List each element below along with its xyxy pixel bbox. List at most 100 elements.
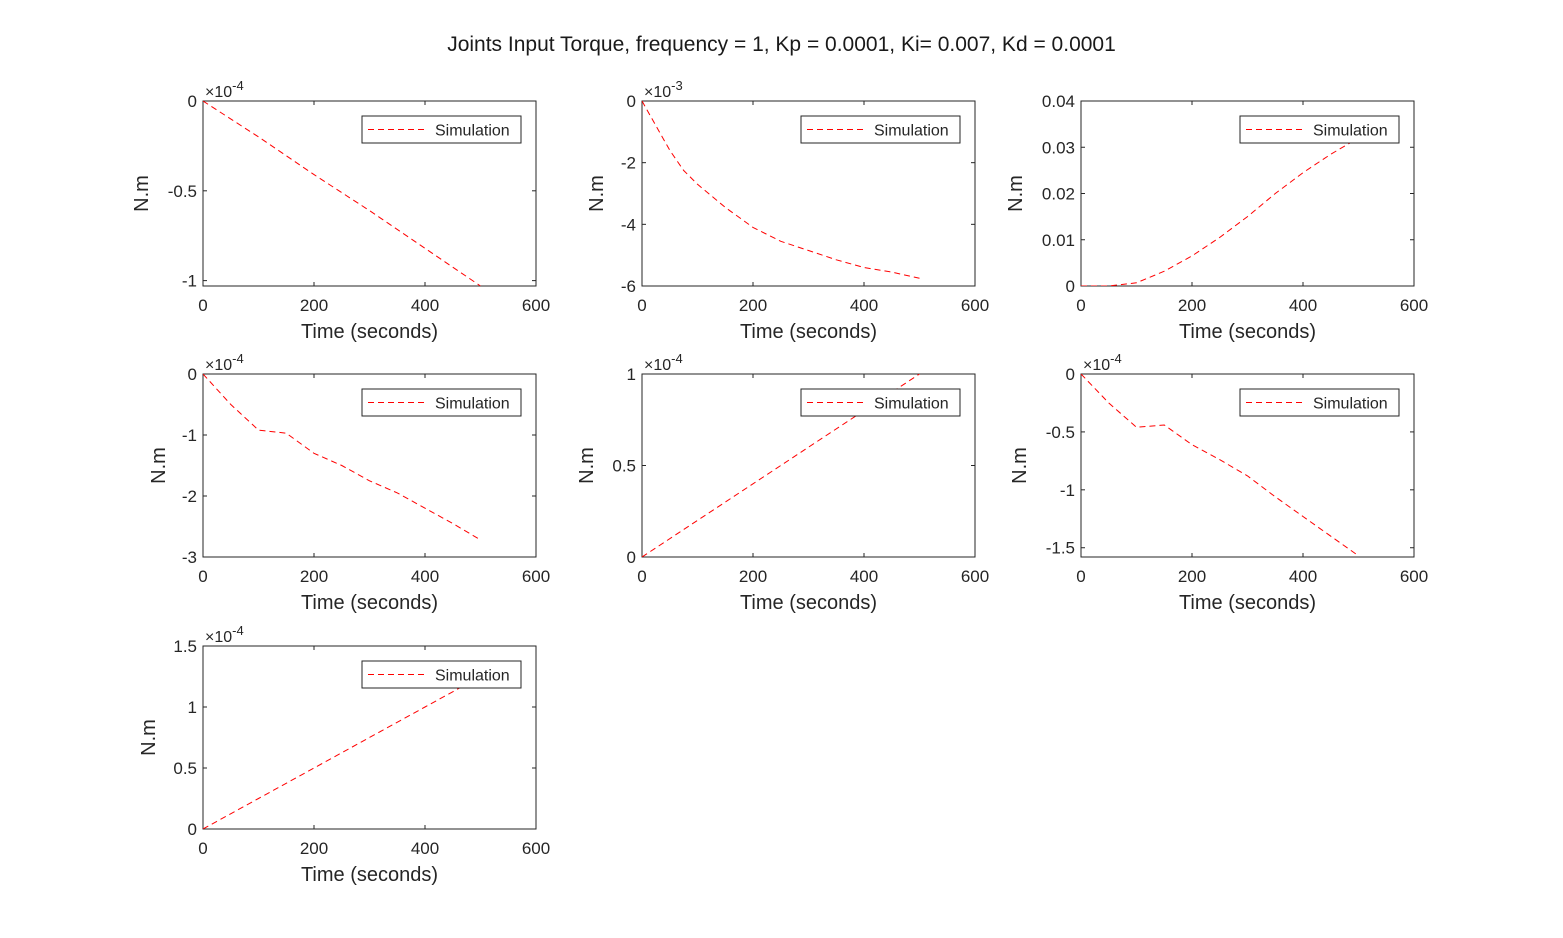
y-tick-label: -1: [1060, 481, 1075, 500]
legend: Simulation: [1239, 388, 1400, 417]
subplot-2: 0 200 400 600 -6 -4 -2 0 ×10-3 Time (seconds) N.m S…: [586, 78, 989, 343]
y-tick-label: -1: [182, 426, 197, 445]
x-tick-label: 600: [961, 567, 989, 586]
x-tick-label: 0: [198, 296, 207, 315]
series-line-simulation: [203, 374, 481, 541]
x-tick-label: 200: [1178, 296, 1206, 315]
exponent-label: ×10-4: [205, 351, 244, 374]
y-tick-label: -2: [621, 154, 636, 173]
x-axis-label: Time (seconds): [740, 321, 877, 343]
x-tick-label: 0: [198, 839, 207, 858]
y-tick-label: 0.01: [1042, 231, 1075, 250]
legend: Simulation: [361, 388, 522, 417]
y-tick-label: -2: [182, 487, 197, 506]
series-line-simulation: [642, 101, 920, 279]
x-tick-label: 600: [1400, 567, 1428, 586]
x-tick-label: 200: [739, 567, 767, 586]
legend-label: Simulation: [874, 123, 949, 140]
y-tick-label: 0: [188, 820, 197, 839]
y-axis-label: N.m: [1009, 447, 1031, 484]
subplot-4: 0 200 400 600 -3 -2 -1 0 ×10-4 Time (seconds) N.m S…: [148, 351, 550, 614]
x-axis-label: Time (seconds): [301, 592, 438, 614]
y-tick-label: -6: [621, 277, 636, 296]
legend-label: Simulation: [874, 396, 949, 413]
x-tick-label: 400: [850, 296, 878, 315]
series-line-simulation: [1081, 374, 1359, 557]
y-tick-label: 0.03: [1042, 138, 1075, 157]
legend: Simulation: [800, 115, 961, 144]
y-tick-label: 1: [188, 698, 197, 717]
x-axis-label: Time (seconds): [740, 592, 877, 614]
exponent-label: ×10-4: [205, 78, 244, 101]
series-line-simulation: [1081, 137, 1359, 286]
y-axis-label: N.m: [1005, 175, 1027, 212]
x-tick-label: 200: [1178, 567, 1206, 586]
x-tick-label: 400: [411, 296, 439, 315]
exponent-label: ×10-3: [644, 78, 683, 101]
x-tick-label: 200: [300, 296, 328, 315]
y-axis-label: N.m: [148, 447, 170, 484]
x-axis-label: Time (seconds): [1179, 592, 1316, 614]
subplot-7: 0 200 400 600 0 0.5 1 1.5 ×10-4 Time (seconds) N.m…: [138, 623, 550, 886]
series-line-simulation: [203, 676, 481, 829]
figure-title: Joints Input Torque, frequency = 1, Kp =…: [447, 33, 1116, 56]
legend-label: Simulation: [1313, 396, 1388, 413]
y-axis-label: N.m: [131, 175, 153, 212]
y-tick-label: -0.5: [1046, 423, 1075, 442]
y-axis-label: N.m: [586, 175, 608, 212]
x-tick-label: 200: [300, 567, 328, 586]
x-axis-label: Time (seconds): [301, 321, 438, 343]
x-tick-label: 600: [522, 839, 550, 858]
x-tick-label: 200: [300, 839, 328, 858]
x-tick-label: 600: [1400, 296, 1428, 315]
y-tick-label: 0: [627, 92, 636, 111]
x-tick-label: 0: [198, 567, 207, 586]
x-tick-label: 400: [1289, 296, 1317, 315]
x-tick-label: 400: [411, 567, 439, 586]
x-tick-label: 0: [1076, 296, 1085, 315]
subplot-1: 0 200 400 600 -1 -0.5 0 ×10-4 Time (seconds) N.m S…: [131, 78, 550, 343]
legend-label: Simulation: [435, 396, 510, 413]
x-tick-label: 400: [411, 839, 439, 858]
y-tick-label: 1: [627, 365, 636, 384]
x-tick-label: 0: [637, 296, 646, 315]
x-tick-label: 200: [739, 296, 767, 315]
legend: Simulation: [361, 660, 522, 689]
axes-box: [202, 100, 537, 287]
legend: Simulation: [361, 115, 522, 144]
y-tick-label: 0: [188, 365, 197, 384]
series-line-simulation: [642, 374, 920, 557]
subplot-6: 0 200 400 600 -1.5 -1 -0.5 0 ×10-4 Time (seconds)…: [1009, 351, 1428, 614]
x-tick-label: 0: [637, 567, 646, 586]
x-tick-label: 0: [1076, 567, 1085, 586]
y-tick-label: 0.5: [173, 759, 197, 778]
axes-box: [202, 373, 537, 558]
x-tick-label: 600: [961, 296, 989, 315]
y-axis-label: N.m: [138, 719, 160, 756]
x-tick-label: 400: [1289, 567, 1317, 586]
series-line-simulation: [203, 101, 481, 286]
y-tick-label: -3: [182, 548, 197, 567]
exponent-label: ×10-4: [1083, 351, 1122, 374]
legend-label: Simulation: [1313, 123, 1388, 140]
x-tick-label: 600: [522, 296, 550, 315]
legend-label: Simulation: [435, 668, 510, 685]
y-tick-label: 0.04: [1042, 92, 1075, 111]
y-tick-label: 0.02: [1042, 185, 1075, 204]
axes-box: [1080, 373, 1415, 558]
exponent-label: ×10-4: [644, 351, 683, 374]
axes-box: [641, 100, 976, 287]
y-tick-label: -4: [621, 215, 636, 234]
legend: Simulation: [800, 388, 961, 417]
y-tick-label: -1: [182, 272, 197, 291]
y-tick-label: 0: [1066, 277, 1075, 296]
y-tick-label: 1.5: [173, 637, 197, 656]
x-tick-label: 600: [522, 567, 550, 586]
legend: Simulation: [1239, 115, 1400, 144]
y-axis-label: N.m: [576, 447, 598, 484]
x-axis-label: Time (seconds): [301, 864, 438, 886]
x-tick-label: 400: [850, 567, 878, 586]
axes-box: [202, 645, 537, 830]
